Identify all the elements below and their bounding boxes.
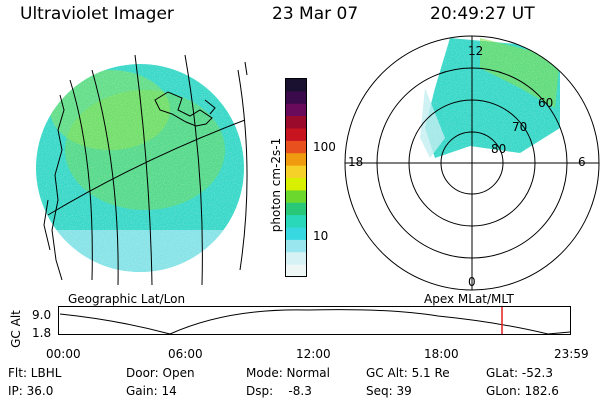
time-label: 20:49:27 UT (430, 4, 535, 24)
time-tick-2359: 23:59 (554, 347, 589, 361)
geo-grid-lines (47, 54, 248, 286)
info-ip: IP: 36.0 (8, 384, 54, 398)
info-gain: Gain: 14 (126, 384, 177, 398)
colorbar-swatch (286, 140, 306, 154)
colorbar-swatch (286, 128, 306, 142)
colorbar-swatch (286, 239, 306, 253)
colorbar-swatch (286, 190, 306, 204)
info-mode: Mode: Normal (246, 366, 330, 380)
colorbar-swatch (286, 153, 306, 167)
polar-panel-caption: Apex MLat/MLT (424, 292, 514, 306)
date-label: 23 Mar 07 (272, 4, 359, 24)
colorbar-swatch (286, 178, 306, 191)
colorbar-swatch (286, 79, 306, 92)
colorbar-swatch (286, 202, 306, 216)
info-glat: GLat: -52.3 (486, 366, 553, 380)
colorbar (285, 78, 307, 278)
mlt-label-18: 18 (348, 155, 364, 169)
colorbar-tick-100: 100 (313, 140, 336, 154)
colorbar-swatch (286, 103, 306, 117)
colorbar-swatch (286, 91, 306, 105)
info-door: Door: Open (126, 366, 195, 380)
altitude-timeline (58, 306, 571, 335)
timeline-ybottom: 1.8 (32, 326, 52, 340)
coastline-outline (43, 61, 248, 281)
mlat-label-70: 70 (512, 120, 528, 134)
geographic-image-panel (36, 54, 248, 286)
mlt-label-6: 6 (578, 155, 586, 169)
instrument-title: Ultraviolet Imager (20, 4, 174, 24)
altitude-curve (59, 309, 571, 335)
colorbar-swatch (286, 227, 306, 241)
time-tick-0000: 00:00 (46, 347, 81, 361)
info-filter: Flt: LBHL (8, 366, 62, 380)
mlt-label-0: 0 (468, 275, 476, 289)
geo-panel-caption: Geographic Lat/Lon (68, 292, 186, 306)
polar-aurora-image (420, 36, 570, 163)
polar-grid (344, 35, 600, 291)
colorbar-swatch (286, 165, 306, 179)
mlat-label-80: 80 (491, 142, 507, 156)
timeline-ylabel: GC Alt (9, 310, 23, 348)
info-gc-alt: GC Alt: 5.1 Re (366, 366, 450, 380)
colorbar-unit-label: photon cm-2s-1 (269, 137, 283, 233)
time-tick-1800: 18:00 (424, 347, 459, 361)
colorbar-swatch (286, 252, 306, 266)
info-dsp: Dsp: -8.3 (246, 384, 312, 398)
timeline-ytop: 9.0 (32, 308, 52, 322)
colorbar-swatch (286, 215, 306, 229)
polar-mlt-panel (344, 35, 600, 291)
colorbar-tick-10: 10 (313, 229, 329, 243)
mlt-label-12: 12 (468, 44, 484, 58)
time-tick-0600: 06:00 (168, 347, 203, 361)
time-tick-1200: 12:00 (296, 347, 331, 361)
geo-aurora-image (36, 64, 244, 272)
colorbar-swatch (286, 116, 306, 130)
info-seq: Seq: 39 (366, 384, 412, 398)
info-glon: GLon: 182.6 (486, 384, 559, 398)
mlat-label-60: 60 (538, 96, 554, 110)
colorbar-swatch (286, 264, 306, 278)
